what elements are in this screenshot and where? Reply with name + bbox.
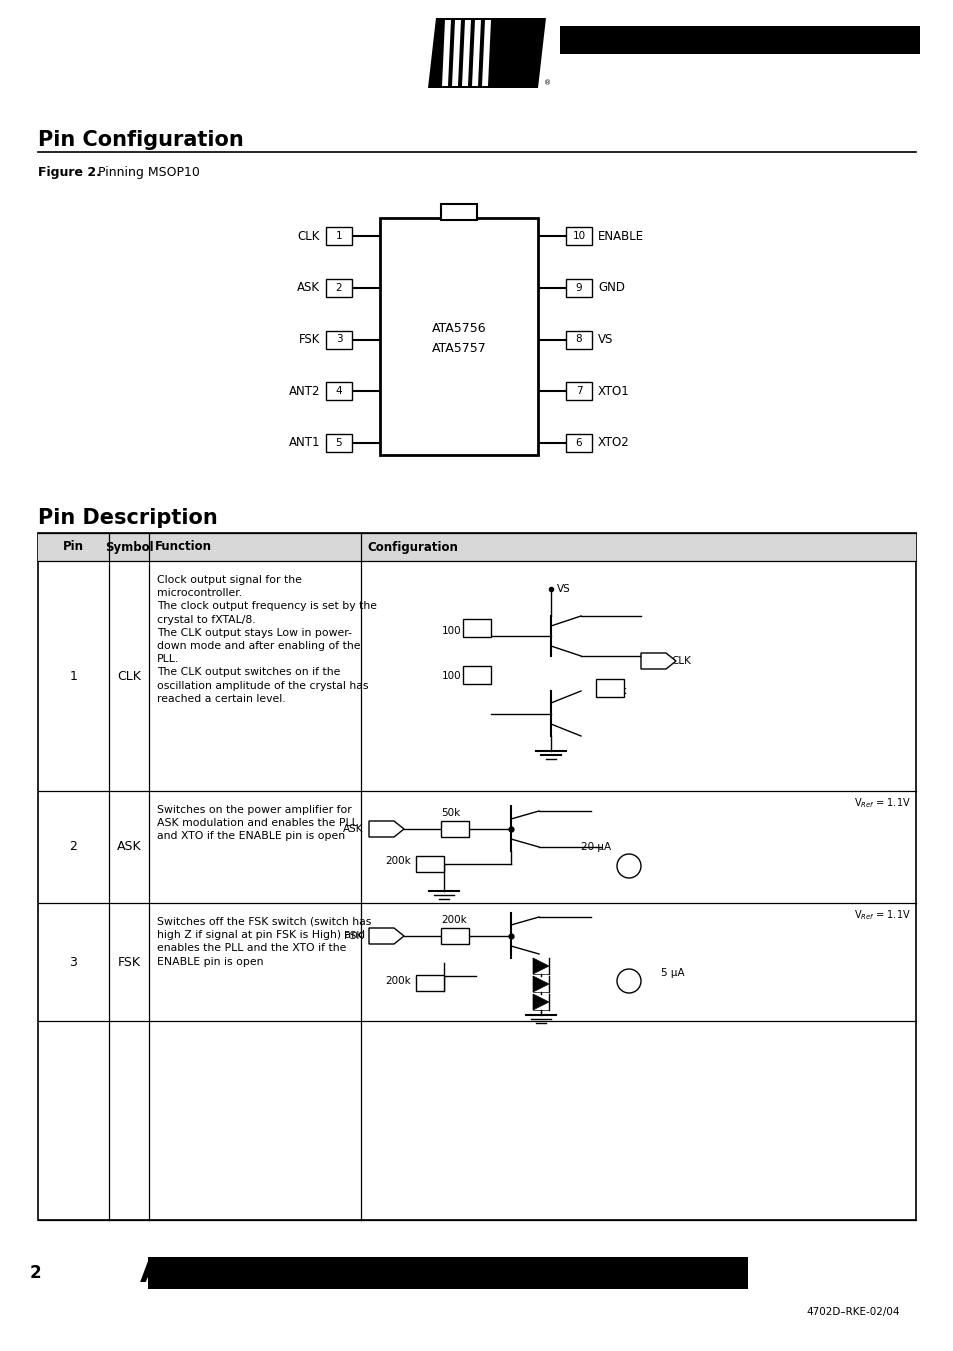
Text: ASK: ASK <box>296 281 319 295</box>
Text: ENABLE: ENABLE <box>598 230 643 242</box>
Text: Pinning MSOP10: Pinning MSOP10 <box>90 166 200 178</box>
Text: 200k: 200k <box>385 857 411 866</box>
Text: 2: 2 <box>30 1265 42 1282</box>
Text: Pin Description: Pin Description <box>38 508 217 528</box>
Text: FSK: FSK <box>117 955 140 969</box>
Text: CLK: CLK <box>670 657 690 666</box>
Text: 100: 100 <box>441 671 460 681</box>
Text: 5: 5 <box>335 438 342 449</box>
Text: 4702D–RKE-02/04: 4702D–RKE-02/04 <box>805 1306 899 1317</box>
Polygon shape <box>369 928 403 944</box>
Text: 2: 2 <box>335 282 342 293</box>
Bar <box>38 534 915 1220</box>
Text: 200k: 200k <box>600 686 626 696</box>
Text: FSK: FSK <box>343 931 363 942</box>
Text: 8: 8 <box>575 335 581 345</box>
Bar <box>565 331 592 349</box>
Bar <box>440 928 469 944</box>
Text: ASK: ASK <box>116 840 141 854</box>
Text: Symbol: Symbol <box>105 540 153 554</box>
Text: V$_{Ref}$ = 1.1V: V$_{Ref}$ = 1.1V <box>853 908 910 921</box>
Text: ATA5756/ATA5757 [Preliminary]: ATA5756/ATA5757 [Preliminary] <box>140 1259 683 1288</box>
Text: ASK: ASK <box>342 824 363 834</box>
Text: 9: 9 <box>575 282 581 293</box>
Text: GND: GND <box>598 281 624 295</box>
Text: 1: 1 <box>70 670 77 682</box>
Text: VS: VS <box>557 584 570 594</box>
Text: 50k: 50k <box>440 808 459 817</box>
Text: Configuration: Configuration <box>367 540 457 554</box>
Bar <box>326 331 352 349</box>
Polygon shape <box>481 20 491 86</box>
Polygon shape <box>441 20 451 86</box>
Bar <box>326 278 352 297</box>
Polygon shape <box>369 821 403 838</box>
Bar <box>462 666 491 684</box>
Text: 3: 3 <box>335 335 342 345</box>
Text: 10: 10 <box>572 231 585 240</box>
Bar <box>462 619 491 638</box>
Text: 5 μA: 5 μA <box>660 969 684 978</box>
Polygon shape <box>533 958 548 974</box>
Text: Clock output signal for the
microcontroller.
The clock output frequency is set b: Clock output signal for the microcontrol… <box>157 576 376 704</box>
Bar <box>440 821 469 838</box>
Polygon shape <box>452 20 460 86</box>
Text: ®: ® <box>543 80 551 86</box>
Text: XTO2: XTO2 <box>598 436 629 450</box>
Text: CLK: CLK <box>297 230 319 242</box>
Polygon shape <box>472 20 480 86</box>
Text: VS: VS <box>598 332 613 346</box>
Bar <box>38 534 915 561</box>
Bar <box>416 857 443 871</box>
Text: ATA5757: ATA5757 <box>431 342 486 355</box>
Text: 6: 6 <box>575 438 581 449</box>
Text: 4: 4 <box>335 386 342 396</box>
Text: 100: 100 <box>441 626 460 636</box>
Polygon shape <box>533 975 548 992</box>
Polygon shape <box>461 20 471 86</box>
Bar <box>565 434 592 453</box>
Bar <box>416 975 443 992</box>
Text: ANT1: ANT1 <box>288 436 319 450</box>
Text: 200k: 200k <box>385 975 411 986</box>
Text: Pin Configuration: Pin Configuration <box>38 130 244 150</box>
Polygon shape <box>428 18 545 88</box>
Bar <box>326 434 352 453</box>
Bar <box>326 382 352 400</box>
Bar <box>379 218 537 455</box>
Bar <box>565 278 592 297</box>
Text: CLK: CLK <box>117 670 141 682</box>
Bar <box>326 227 352 245</box>
Bar <box>565 227 592 245</box>
Text: 20 μA: 20 μA <box>580 842 611 852</box>
Text: V$_{Ref}$ = 1.1V: V$_{Ref}$ = 1.1V <box>853 796 910 809</box>
Text: ANT2: ANT2 <box>288 385 319 397</box>
Bar <box>148 1256 747 1289</box>
Bar <box>596 680 623 697</box>
Text: Switches on the power amplifier for
ASK modulation and enables the PLL
and XTO i: Switches on the power amplifier for ASK … <box>157 805 357 842</box>
Text: 3: 3 <box>70 955 77 969</box>
Text: Switches off the FSK switch (switch has
high Z if signal at pin FSK is High) and: Switches off the FSK switch (switch has … <box>157 917 371 966</box>
Text: 2: 2 <box>70 840 77 854</box>
Text: Function: Function <box>154 540 212 554</box>
Text: ATA5756: ATA5756 <box>432 322 486 335</box>
Polygon shape <box>533 994 548 1011</box>
Text: Figure 2.: Figure 2. <box>38 166 101 178</box>
Bar <box>559 26 919 54</box>
Polygon shape <box>640 653 676 669</box>
Text: 200k: 200k <box>440 915 466 925</box>
Text: XTO1: XTO1 <box>598 385 629 397</box>
Text: Pin: Pin <box>63 540 84 554</box>
Text: 7: 7 <box>575 386 581 396</box>
Text: FSK: FSK <box>298 332 319 346</box>
Bar <box>565 382 592 400</box>
Text: 1: 1 <box>335 231 342 240</box>
Bar <box>440 204 476 220</box>
